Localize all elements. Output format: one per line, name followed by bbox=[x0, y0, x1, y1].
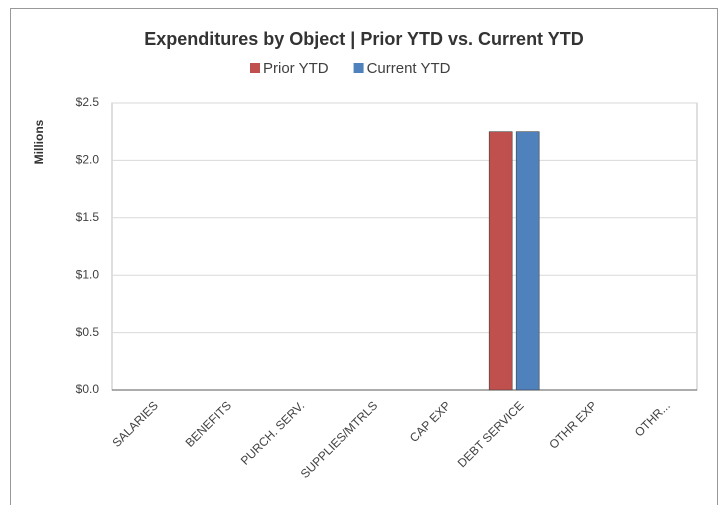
chart-title: Expenditures by Object | Prior YTD vs. C… bbox=[144, 29, 583, 49]
y-tick-label: $0.0 bbox=[76, 382, 100, 396]
y-tick-label: $1.0 bbox=[76, 267, 100, 281]
legend-swatch bbox=[250, 63, 260, 73]
y-tick-label: $1.5 bbox=[76, 210, 100, 224]
y-tick-label: $2.0 bbox=[76, 153, 100, 167]
bar bbox=[515, 131, 540, 391]
bar bbox=[488, 131, 513, 391]
y-tick-label: $2.5 bbox=[76, 95, 100, 109]
y-axis-label: Millions bbox=[32, 119, 46, 164]
chart-border bbox=[10, 8, 718, 505]
legend-label: Current YTD bbox=[367, 60, 451, 77]
y-tick-label: $0.5 bbox=[76, 325, 100, 339]
legend-label: Prior YTD bbox=[263, 60, 329, 77]
legend-swatch bbox=[353, 63, 364, 73]
